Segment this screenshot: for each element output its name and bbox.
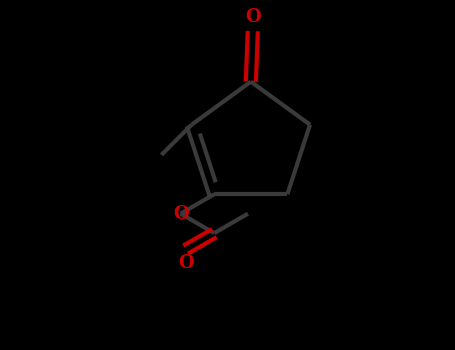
Text: O: O — [173, 205, 188, 223]
Text: O: O — [178, 254, 193, 272]
Text: O: O — [245, 8, 261, 27]
